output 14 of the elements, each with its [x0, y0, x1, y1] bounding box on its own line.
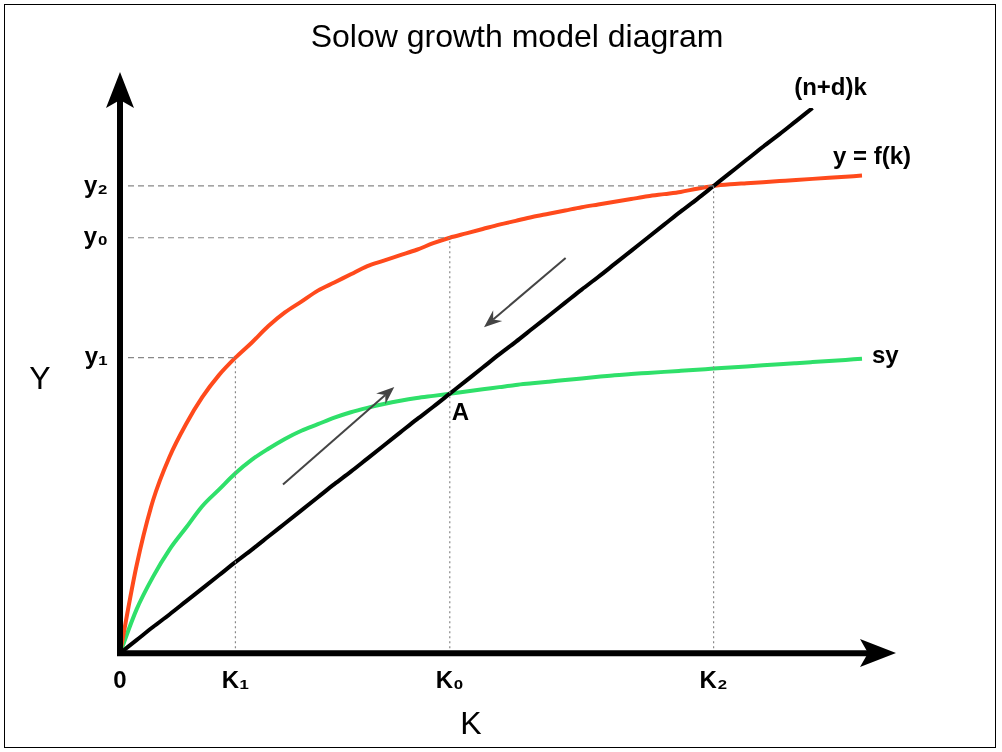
x-axis-title: K [460, 705, 482, 742]
series-label: sy [872, 341, 900, 369]
y-axis-title: Y [29, 360, 51, 397]
x-tick-label: K₁ [221, 666, 250, 694]
ref-line-label: y₀ [83, 222, 108, 250]
x-tick-label: K₀ [435, 666, 464, 694]
annotation: A [451, 398, 470, 426]
ref-line-label: y₁ [84, 342, 109, 370]
chart-title: Solow growth model diagram [310, 17, 724, 54]
series-label: y = f(k) [832, 142, 912, 170]
x-tick-label: K₂ [699, 666, 728, 694]
ref-line-label: y₂ [83, 170, 108, 198]
series-label: (n+d)k [794, 72, 868, 100]
x-tick-label: 0 [113, 666, 127, 694]
